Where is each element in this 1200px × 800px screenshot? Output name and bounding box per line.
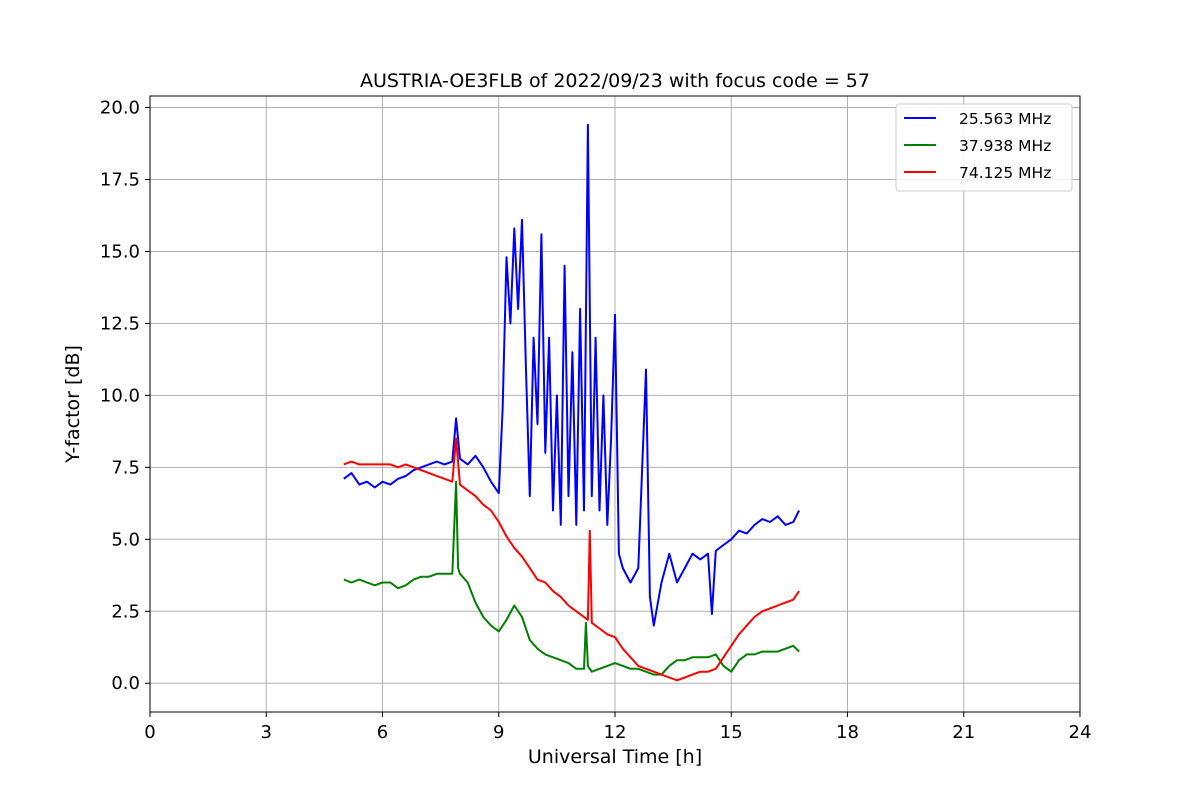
x-tick-label: 21 [952, 722, 975, 743]
x-tick-label: 9 [493, 722, 504, 743]
x-tick-label: 24 [1069, 722, 1092, 743]
series-line-1 [343, 480, 800, 676]
x-tick-label: 6 [377, 722, 388, 743]
y-tick-label: 10.0 [100, 385, 140, 406]
x-tick-label: 0 [144, 722, 155, 743]
y-tick-label: 2.5 [111, 601, 140, 622]
series-line-2 [343, 437, 800, 682]
legend-box [895, 103, 1073, 192]
y-tick-label: 7.5 [111, 457, 140, 478]
x-tick-label: 18 [836, 722, 859, 743]
y-tick-label: 15.0 [100, 241, 140, 262]
x-axis-title: Universal Time [h] [528, 746, 702, 768]
y-axis-title: Y-factor [dB] [62, 345, 84, 464]
x-tick-label: 15 [720, 722, 743, 743]
legend: 25.563 MHz 37.938 MHz 74.125 MHz [895, 103, 1073, 192]
y-tick-label: 12.5 [100, 313, 140, 334]
series-line-0 [343, 123, 800, 627]
y-tick-label: 20.0 [100, 98, 140, 119]
axis-ticks: 0 3 6 9 12 15 18 21 24 0.0 2.5 5.0 7.5 10.0 12.5 15.0 17… [100, 98, 1092, 743]
y-tick-label: 5.0 [111, 529, 140, 550]
legend-label-2: 74.125 MHz [959, 164, 1051, 182]
chart-title: AUSTRIA-OE3FLB of 2022/09/23 with focus … [360, 70, 870, 92]
y-tick-label: 0.0 [111, 673, 140, 694]
y-tick-label: 17.5 [100, 169, 140, 190]
legend-label-0: 25.563 MHz [959, 110, 1051, 128]
x-tick-label: 3 [261, 722, 272, 743]
plot-lines [343, 123, 800, 682]
x-tick-label: 12 [604, 722, 627, 743]
legend-label-1: 37.938 MHz [959, 137, 1051, 155]
